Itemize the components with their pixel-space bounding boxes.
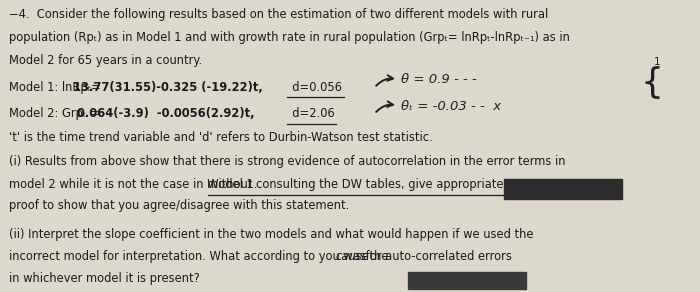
Text: −4.  Consider the following results based on the estimation of two different mod: −4. Consider the following results based…	[9, 8, 549, 21]
Text: d=2.06: d=2.06	[285, 107, 335, 120]
Text: population (Rpₜ) as in Model 1 and with growth rate in rural population (Grpₜ= l: population (Rpₜ) as in Model 1 and with …	[9, 31, 570, 44]
Text: proof to show that you agree/disagree with this statement.: proof to show that you agree/disagree wi…	[9, 199, 350, 212]
Text: 13.77(31.55)-0.325 (-19.22)t,: 13.77(31.55)-0.325 (-19.22)t,	[74, 81, 263, 94]
Text: d=0.056: d=0.056	[285, 81, 342, 94]
Text: cause: cause	[336, 250, 370, 263]
Text: θₜ = -0.03 - -  x: θₜ = -0.03 - - x	[401, 100, 501, 112]
Text: {: {	[640, 66, 663, 100]
Text: 1: 1	[654, 57, 660, 67]
Text: (ii) Interpret the slope coefficient in the two models and what would happen if : (ii) Interpret the slope coefficient in …	[9, 228, 534, 241]
Text: Model 1: lnRpₜ=: Model 1: lnRpₜ=	[9, 81, 101, 94]
Text: θ = 0.9 - - -: θ = 0.9 - - -	[401, 73, 477, 86]
Text: for auto-correlated errors: for auto-correlated errors	[361, 250, 512, 263]
Text: (i) Results from above show that there is strong evidence of autocorrelation in : (i) Results from above show that there i…	[9, 155, 566, 168]
Text: incorrect model for interpretation. What according to you was the: incorrect model for interpretation. What…	[9, 250, 393, 263]
Text: Model 2: Grpₜ =: Model 2: Grpₜ =	[9, 107, 100, 120]
Bar	[408, 272, 526, 289]
Text: Model 2 for 65 years in a country.: Model 2 for 65 years in a country.	[9, 54, 202, 67]
Text: Without consulting the DW tables, give appropriate: Without consulting the DW tables, give a…	[200, 178, 503, 191]
Text: model 2 while it is not the case in model 1.: model 2 while it is not the case in mode…	[9, 178, 258, 191]
Text: in whichever model it is present?: in whichever model it is present?	[9, 272, 200, 284]
Bar	[504, 179, 622, 199]
Text: 0.064(-3.9)  -0.0056(2.92)t,: 0.064(-3.9) -0.0056(2.92)t,	[77, 107, 254, 120]
Text: 't' is the time trend variable and 'd' refers to Durbin-Watson test statistic.: 't' is the time trend variable and 'd' r…	[9, 131, 433, 145]
